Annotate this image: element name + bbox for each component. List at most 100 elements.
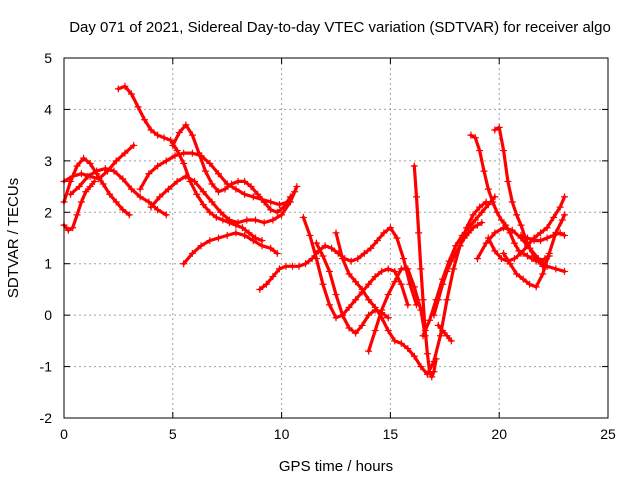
- series-track-8: [169, 121, 294, 216]
- data-point: [523, 234, 531, 242]
- data-point: [191, 177, 199, 185]
- data-point: [95, 175, 103, 183]
- data-point: [397, 280, 405, 288]
- data-point: [391, 267, 399, 275]
- data-point: [121, 149, 129, 157]
- series-line: [412, 164, 438, 379]
- data-point: [164, 185, 172, 193]
- series-line: [149, 174, 299, 225]
- data-point: [443, 296, 451, 304]
- data-point: [127, 90, 135, 98]
- data-point: [325, 267, 333, 275]
- data-point: [480, 167, 488, 175]
- data-point: [136, 185, 144, 193]
- data-point: [432, 355, 440, 363]
- data-point: [384, 314, 392, 322]
- data-point: [112, 198, 120, 206]
- data-point: [199, 201, 207, 209]
- data-point: [214, 170, 222, 178]
- y-tick-label: 2: [44, 204, 52, 220]
- data-point: [493, 208, 501, 216]
- data-point: [197, 242, 205, 250]
- data-point: [288, 262, 296, 270]
- data-point: [430, 311, 438, 319]
- data-point: [380, 229, 388, 237]
- data-point: [339, 311, 347, 319]
- data-point: [510, 239, 518, 247]
- data-point: [241, 190, 249, 198]
- data-point: [180, 260, 188, 268]
- data-point: [447, 337, 455, 345]
- data-point: [69, 172, 77, 180]
- data-point: [273, 208, 281, 216]
- data-point: [378, 306, 386, 314]
- x-tick-label: 15: [383, 426, 399, 442]
- data-point: [537, 229, 545, 237]
- data-point: [476, 203, 484, 211]
- data-point: [162, 211, 170, 219]
- data-point: [456, 242, 464, 250]
- data-point: [243, 216, 251, 224]
- data-point: [517, 231, 525, 239]
- data-point: [321, 242, 329, 250]
- data-point: [506, 260, 514, 268]
- data-point: [269, 216, 277, 224]
- data-point: [365, 347, 373, 355]
- y-tick-label: -2: [40, 410, 53, 426]
- data-point: [154, 162, 162, 170]
- data-point: [112, 157, 120, 165]
- data-point: [510, 255, 518, 263]
- data-point: [180, 159, 188, 167]
- data-point: [482, 239, 490, 247]
- data-point: [182, 121, 190, 129]
- data-point: [384, 265, 392, 273]
- data-point: [447, 257, 455, 265]
- data-point: [556, 229, 564, 237]
- data-point: [195, 149, 203, 157]
- data-point: [280, 203, 288, 211]
- series-track-18: [434, 321, 455, 345]
- data-point: [167, 136, 175, 144]
- data-point: [393, 234, 401, 242]
- data-point: [500, 147, 508, 155]
- data-point: [80, 154, 88, 162]
- data-point: [373, 237, 381, 245]
- data-point: [419, 332, 427, 340]
- data-point: [550, 231, 558, 239]
- data-point: [125, 211, 133, 219]
- data-point: [69, 224, 77, 232]
- data-point: [397, 339, 405, 347]
- series-line: [436, 323, 453, 343]
- data-point: [360, 249, 368, 257]
- series-layer: [60, 82, 568, 381]
- data-point: [430, 368, 438, 376]
- series-track-15: [410, 162, 440, 381]
- data-point: [154, 206, 162, 214]
- data-point: [423, 350, 431, 358]
- data-point: [234, 177, 242, 185]
- data-point: [519, 275, 527, 283]
- data-point: [188, 249, 196, 257]
- data-point: [443, 267, 451, 275]
- x-tick-label: 10: [274, 426, 290, 442]
- data-point: [467, 131, 475, 139]
- data-point: [378, 267, 386, 275]
- data-point: [75, 183, 83, 191]
- data-point: [523, 252, 531, 260]
- data-point: [147, 203, 155, 211]
- data-point: [319, 280, 327, 288]
- data-point: [260, 198, 268, 206]
- plot-frame: [63, 57, 609, 419]
- data-point: [160, 134, 168, 142]
- data-point: [171, 152, 179, 160]
- data-point: [127, 185, 135, 193]
- data-point: [232, 185, 240, 193]
- data-point: [258, 242, 266, 250]
- data-point: [345, 303, 353, 311]
- series-track-10: [256, 224, 421, 309]
- data-point: [188, 131, 196, 139]
- data-point: [175, 129, 183, 137]
- data-point: [410, 283, 418, 291]
- series-line: [493, 125, 549, 268]
- axis-ticks: [63, 57, 609, 419]
